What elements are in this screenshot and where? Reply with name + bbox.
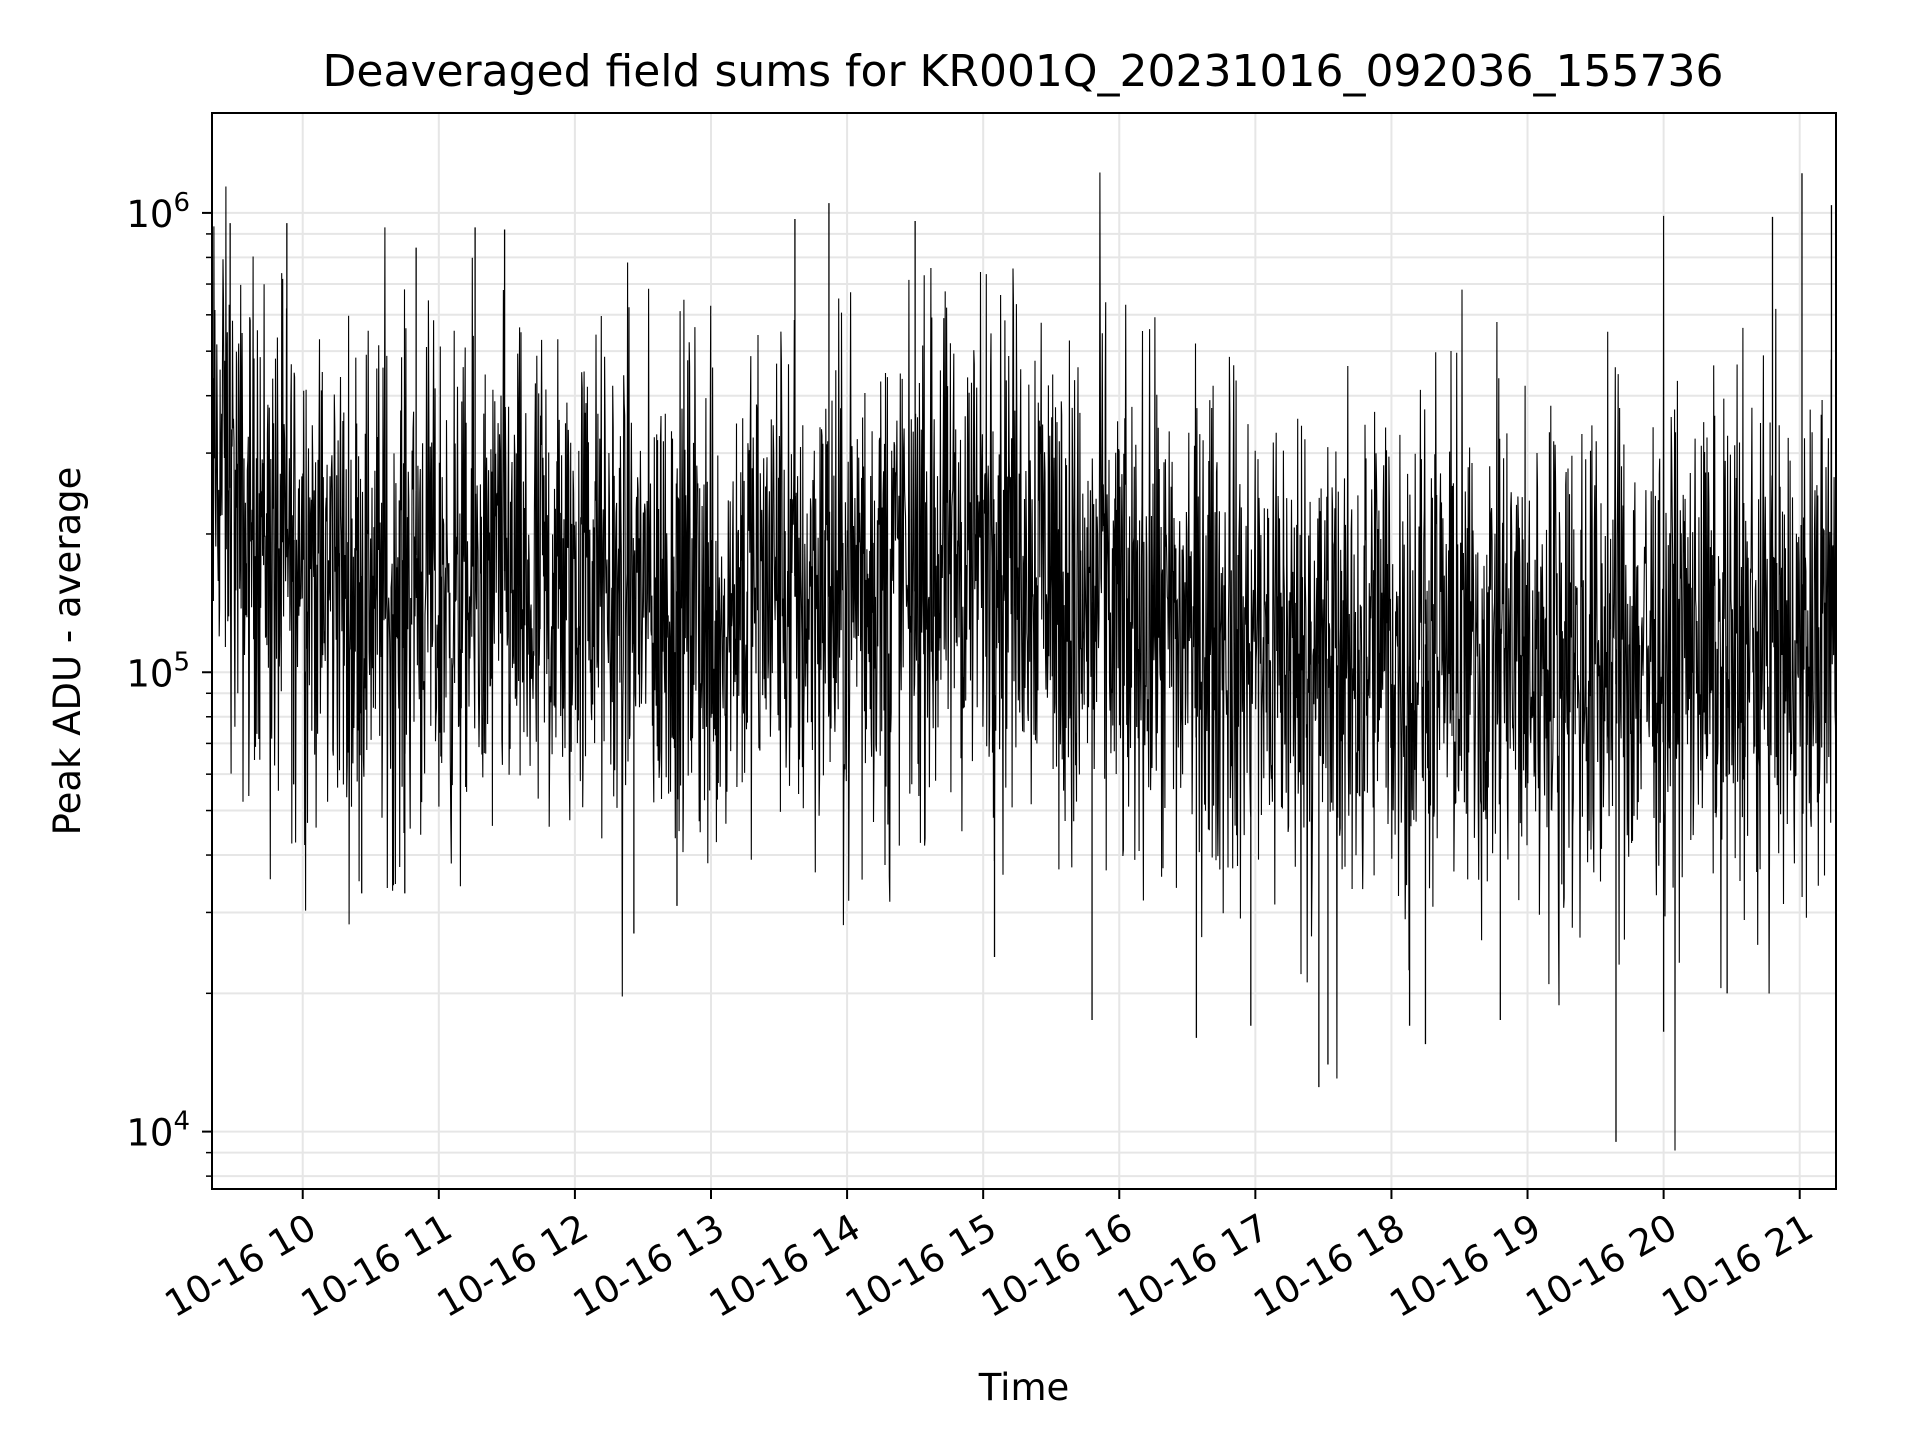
y-tick-exponent: 6: [173, 188, 190, 218]
y-tick-base: 10: [126, 193, 173, 236]
y-tick-exponent: 5: [173, 647, 190, 677]
y-axis-label: Peak ADU - average: [46, 467, 89, 836]
y-tick-label: 105: [126, 647, 190, 695]
x-axis-label: Time: [978, 1366, 1070, 1409]
y-tick-base: 10: [126, 652, 173, 695]
chart-title: Deaveraged field sums for KR001Q_2023101…: [323, 46, 1724, 97]
y-tick-exponent: 4: [173, 1107, 190, 1137]
series-line: [211, 172, 1837, 1151]
plot-frame: [211, 112, 1837, 1190]
series-group: [211, 172, 1837, 1151]
y-tick-label: 104: [126, 1107, 190, 1155]
y-tick-label: 106: [126, 188, 190, 236]
y-tick-base: 10: [126, 1112, 173, 1155]
